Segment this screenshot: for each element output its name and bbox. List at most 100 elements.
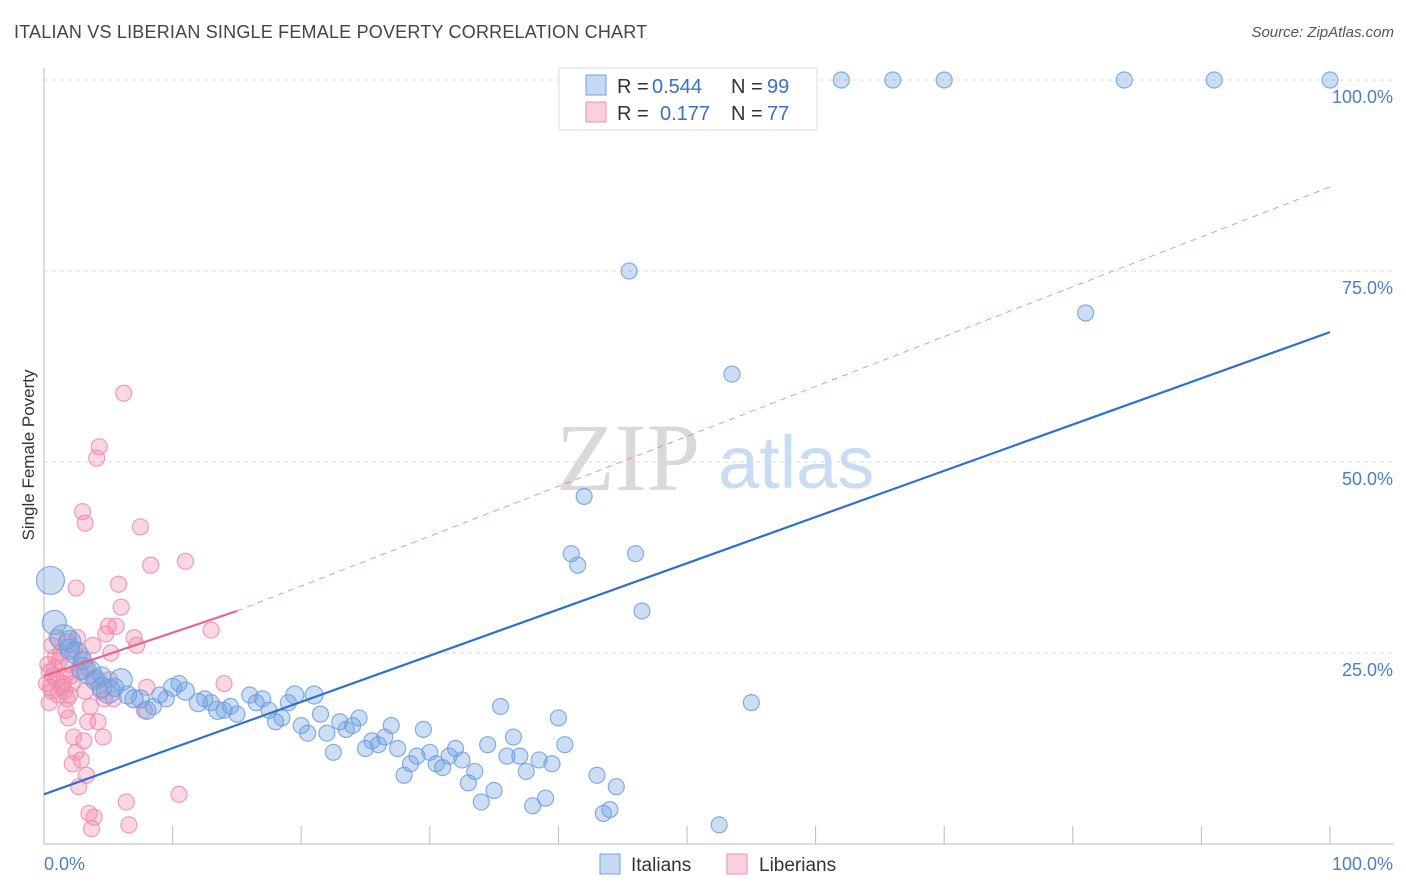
liberians-point-76 xyxy=(63,755,81,773)
italians-point-95 xyxy=(1077,304,1095,322)
trend-lines xyxy=(43,186,1331,796)
italians-point-34 xyxy=(273,709,291,727)
liberians-point-51 xyxy=(120,816,138,834)
watermark: ZIP atlas xyxy=(556,404,874,511)
italians-point-46 xyxy=(350,709,368,727)
x-tick-labels: 0.0% 100.0% xyxy=(44,854,1393,874)
italians-point-40 xyxy=(311,705,330,723)
liberians-point-46 xyxy=(107,617,125,635)
liberians-point-70 xyxy=(40,694,58,712)
italians-point-0 xyxy=(35,565,66,596)
italians-point-20 xyxy=(170,674,188,693)
liberians-point-33 xyxy=(72,751,90,769)
italians-point-94 xyxy=(935,71,953,89)
italians-point-3 xyxy=(58,629,82,654)
liberians-point-48 xyxy=(112,598,130,616)
italians-point-78 xyxy=(556,736,574,754)
italians-point-82 xyxy=(588,766,606,784)
liberians-point-47 xyxy=(109,575,128,593)
x-tick-label-0: 0.0% xyxy=(44,854,85,874)
italians-point-72 xyxy=(517,762,535,781)
legend-n-label-liberians: N = xyxy=(731,103,763,125)
legend-n-liberians: 77 xyxy=(767,103,789,125)
italians-point-86 xyxy=(626,545,645,563)
x-tick-label-1: 100.0% xyxy=(1332,854,1393,874)
italians-point-101 xyxy=(59,638,81,660)
legend-r-label-italians: R = xyxy=(617,76,649,98)
italians-point-38 xyxy=(299,724,317,742)
grid-layer xyxy=(44,79,1394,654)
italians-point-97 xyxy=(1205,71,1223,89)
liberians-point-57 xyxy=(142,556,160,574)
italians-point-89 xyxy=(710,816,728,834)
liberians-point-28 xyxy=(59,709,78,727)
liberians-point-17 xyxy=(81,697,99,716)
italians-point-1 xyxy=(41,609,67,636)
italians-point-68 xyxy=(491,697,510,716)
watermark-atlas: atlas xyxy=(718,421,874,504)
chart-title: ITALIAN VS LIBERIAN SINGLE FEMALE POVERT… xyxy=(14,22,648,42)
liberians-point-12 xyxy=(68,629,87,647)
liberians-point-34 xyxy=(75,732,93,750)
liberians-point-75 xyxy=(79,713,97,731)
italians-point-13 xyxy=(124,689,144,709)
italians-point-65 xyxy=(472,793,490,811)
italians-point-80 xyxy=(569,556,587,574)
liberians-point-60 xyxy=(202,621,220,639)
liberians-point-38 xyxy=(85,808,103,826)
italians-point-75 xyxy=(536,789,555,807)
italians-trend-line xyxy=(43,331,1331,796)
legend-swatch-italians xyxy=(585,74,607,96)
italians-point-93 xyxy=(884,71,902,89)
italians-point-90 xyxy=(723,365,741,383)
italians-point-64 xyxy=(466,762,484,781)
legend-r-label-liberians: R = xyxy=(617,103,649,125)
y-axis-title: Single Female Poverty xyxy=(19,369,38,541)
liberians-point-49 xyxy=(115,384,133,402)
bottom-legend-liberians: Liberians xyxy=(759,855,836,876)
italians-point-55 xyxy=(408,747,426,765)
italians-point-18 xyxy=(157,690,175,708)
bottom-legend-italians: Italians xyxy=(631,855,691,876)
italians-point-67 xyxy=(485,781,503,800)
legend-r-liberians: 0.177 xyxy=(660,103,710,125)
liberians-point-59 xyxy=(176,552,195,570)
liberians-point-54 xyxy=(131,518,150,536)
italians-point-42 xyxy=(324,743,342,761)
y-tick-labels: 25.0% 50.0% 75.0% 100.0% xyxy=(1332,87,1393,680)
italians-point-69 xyxy=(498,747,516,765)
y-tick-label-1: 50.0% xyxy=(1342,469,1393,489)
liberians-point-56 xyxy=(138,678,156,696)
liberians-point-72 xyxy=(61,686,79,704)
italians-point-85 xyxy=(607,778,625,796)
y-tick-label-3: 100.0% xyxy=(1332,87,1393,107)
bottom-legend-swatch-liberians xyxy=(726,853,748,875)
legend-n-italians: 99 xyxy=(767,76,789,98)
source-label: Source: ZipAtlas.com xyxy=(1251,24,1394,41)
legend-r-italians: 0.544 xyxy=(652,76,702,98)
italians-point-52 xyxy=(389,739,407,758)
y-tick-label-2: 75.0% xyxy=(1342,278,1393,298)
axes-layer xyxy=(43,68,1394,845)
legend-n-label-italians: N = xyxy=(731,76,763,98)
liberians-point-61 xyxy=(215,674,233,693)
stats-legend: R = 0.544 N = 99 R = 0.177 N = 77 xyxy=(558,67,818,131)
italians-point-76 xyxy=(543,755,561,773)
italians-point-73 xyxy=(524,797,542,815)
liberians-points xyxy=(37,384,233,838)
liberians-point-65 xyxy=(73,503,92,521)
liberians-point-66 xyxy=(67,579,85,597)
italians-point-70 xyxy=(504,728,522,746)
watermark-zip: ZIP xyxy=(556,404,700,511)
legend-swatch-liberians xyxy=(585,101,607,123)
italians-point-87 xyxy=(633,602,651,620)
italians-point-21 xyxy=(175,681,196,701)
italians-point-96 xyxy=(1115,71,1133,89)
liberians-point-58 xyxy=(170,785,188,803)
bottom-legend-swatch-italians xyxy=(599,853,621,875)
italians-point-24 xyxy=(202,694,220,712)
series-legend: Italians Liberians xyxy=(599,853,836,876)
liberians-point-55 xyxy=(135,701,153,719)
italians-point-92 xyxy=(832,71,850,89)
